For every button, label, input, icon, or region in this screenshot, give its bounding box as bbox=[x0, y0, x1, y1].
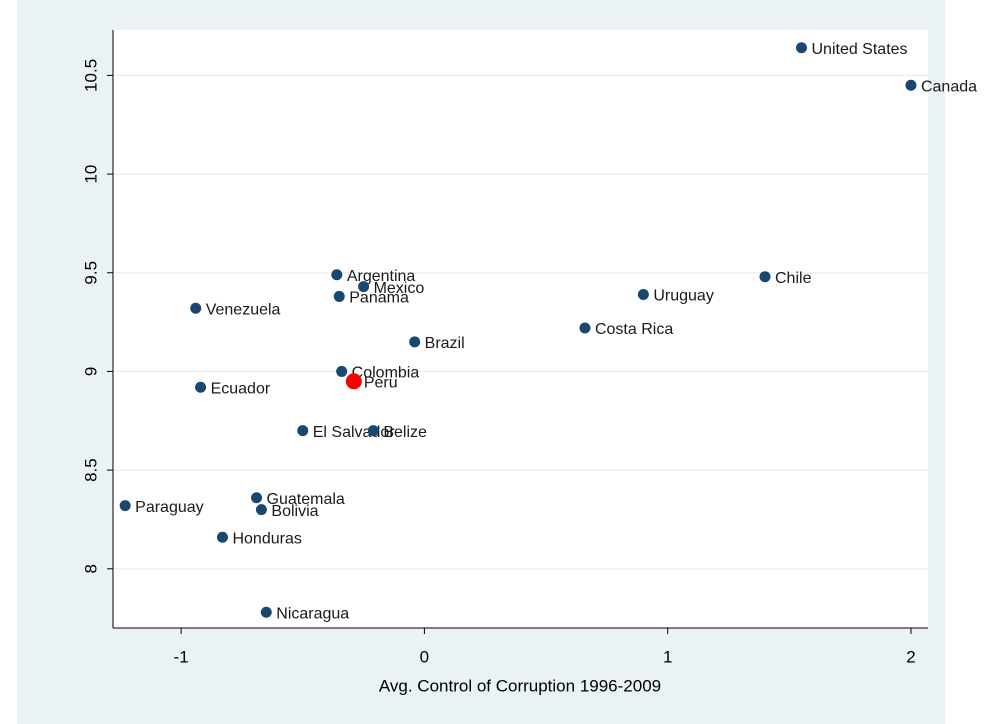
point-label: Ecuador bbox=[211, 380, 271, 397]
point-label: Argentina bbox=[347, 268, 416, 285]
point-label: Chile bbox=[775, 270, 812, 287]
point bbox=[795, 42, 807, 54]
x-tick-label: 1 bbox=[663, 647, 672, 666]
point-label: Honduras bbox=[232, 530, 301, 547]
point-label: Peru bbox=[364, 375, 398, 392]
point bbox=[216, 531, 228, 543]
point-label: United States bbox=[811, 41, 907, 58]
point-label: Nicaragua bbox=[276, 605, 349, 622]
y-tick-label: 10.5 bbox=[81, 59, 100, 92]
point-label: Guatemala bbox=[267, 491, 345, 508]
point bbox=[190, 302, 202, 314]
point-label: Bolivia bbox=[271, 503, 318, 520]
point bbox=[119, 500, 131, 512]
point bbox=[333, 290, 345, 302]
point bbox=[637, 288, 649, 300]
point bbox=[345, 373, 362, 390]
point-label: Mexico bbox=[374, 280, 425, 297]
point bbox=[579, 322, 591, 334]
point bbox=[255, 504, 267, 516]
x-tick-label: 0 bbox=[420, 647, 429, 666]
y-tick-label: 8 bbox=[81, 564, 100, 573]
point bbox=[260, 606, 272, 618]
point bbox=[336, 365, 348, 377]
point bbox=[358, 281, 370, 293]
plot-area bbox=[113, 30, 928, 628]
point-label: Costa Rica bbox=[595, 321, 673, 338]
point-label: Uruguay bbox=[653, 288, 713, 305]
point bbox=[195, 381, 207, 393]
x-axis-label: Avg. Control of Corruption 1996-2009 bbox=[379, 676, 661, 695]
point-label: Paraguay bbox=[135, 499, 204, 516]
point-label: Belize bbox=[383, 424, 427, 441]
point bbox=[367, 425, 379, 437]
point-label: Venezuela bbox=[206, 301, 281, 318]
point bbox=[905, 79, 917, 91]
y-tick-label: 9.5 bbox=[81, 261, 100, 285]
point bbox=[759, 271, 771, 283]
y-tick-label: 10 bbox=[81, 165, 100, 184]
y-tick-label: 9 bbox=[81, 367, 100, 376]
point-label: Panama bbox=[349, 290, 409, 307]
x-tick-label: -1 bbox=[174, 647, 189, 666]
y-tick-label: 8.5 bbox=[81, 458, 100, 482]
point-label: Colombia bbox=[352, 365, 420, 382]
point-label: Brazil bbox=[425, 335, 465, 352]
point-label: Canada bbox=[921, 78, 977, 95]
point bbox=[331, 269, 343, 281]
point bbox=[251, 492, 263, 504]
x-tick-label: 2 bbox=[906, 647, 915, 666]
point bbox=[409, 336, 421, 348]
point bbox=[297, 425, 309, 437]
